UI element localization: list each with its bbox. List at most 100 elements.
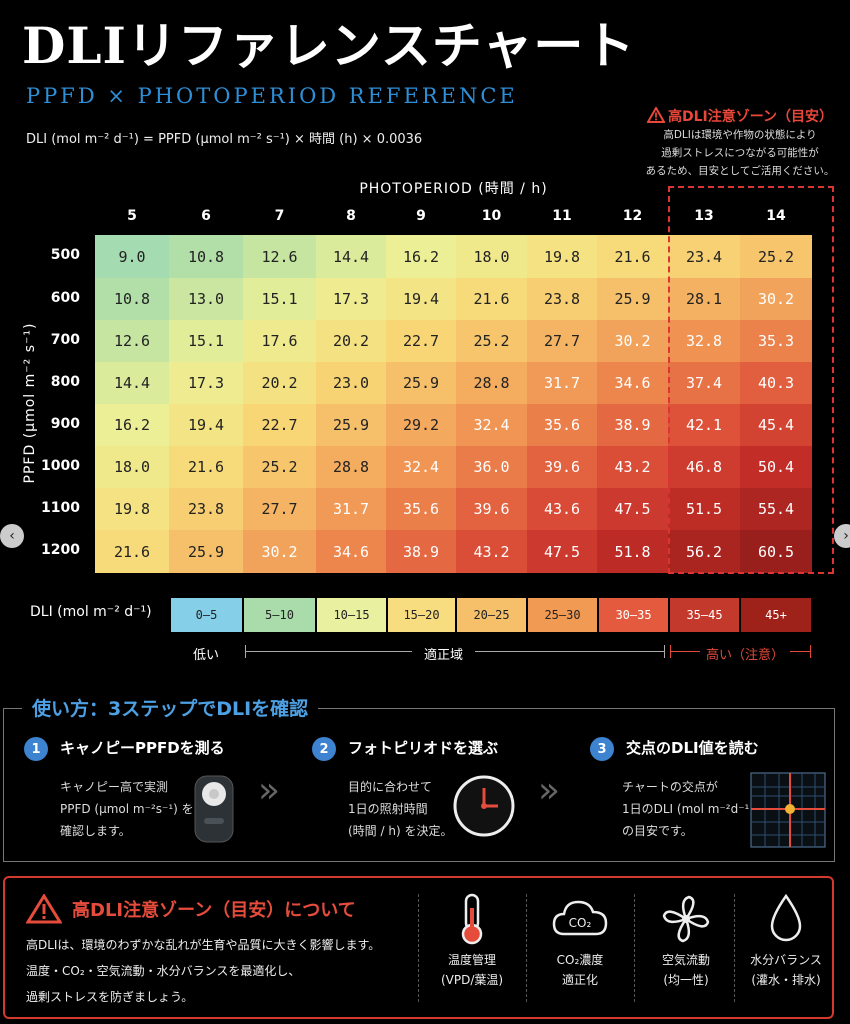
legend-high-label: 高い（注意） [700, 644, 791, 663]
heatmap-cell: 34.6 [597, 362, 668, 404]
heatmap-cell: 25.2 [243, 446, 316, 488]
svg-text:CO₂: CO₂ [569, 916, 592, 930]
heatmap-cell: 51.8 [597, 530, 668, 573]
heatmap-cell: 10.8 [95, 278, 169, 320]
ppfd-meter-icon [194, 775, 234, 843]
legend-bin: 25–30 [527, 597, 598, 633]
heatmap-cell: 39.6 [527, 446, 597, 488]
heatmap-cell: 21.6 [456, 278, 527, 320]
step-line: PPFD (μmol m⁻²s⁻¹) を [60, 802, 194, 816]
step-title: フォトピリオドを選ぶ [348, 739, 499, 757]
heatmap-cell: 28.8 [316, 446, 386, 488]
legend-title: DLI (mol m⁻² d⁻¹) [30, 604, 152, 620]
heatmap-cell: 22.7 [243, 404, 316, 446]
prev-arrow-button[interactable]: ‹ [0, 524, 24, 548]
y-tick-label: 900 [50, 416, 80, 432]
x-tick-label: 7 [274, 208, 285, 224]
high-dli-zone-outline [668, 186, 834, 574]
heatmap-cell: 12.6 [95, 320, 169, 362]
warning-note-line: 高DLIは環境や作物の状態により [663, 129, 817, 141]
legend-bin: 5–10 [243, 597, 316, 633]
chevron-double-right-icon: » [258, 770, 281, 811]
heatmap-cell: 40.3 [740, 362, 812, 404]
heatmap-cell: 19.4 [169, 404, 243, 446]
heatmap-cell: 25.9 [597, 278, 668, 320]
step-title: キャノピーPPFDを測る [60, 739, 225, 757]
step-line: チャートの交点が [622, 780, 718, 794]
heatmap-cell: 25.9 [386, 362, 456, 404]
heatmap-cell: 23.0 [316, 362, 386, 404]
heatmap-cell: 19.8 [527, 235, 597, 278]
heatmap-cell: 43.2 [456, 530, 527, 573]
heatmap-cell: 23.8 [169, 488, 243, 530]
chevron-right-icon: › [843, 528, 849, 544]
heatmap-cell: 32.4 [456, 404, 527, 446]
heatmap-cell: 37.4 [668, 362, 740, 404]
x-tick-label: 9 [416, 208, 426, 224]
legend-low-label: 低い [193, 648, 220, 663]
step-line: (時間 / h) を決定。 [348, 824, 453, 838]
page-subtitle: PPFD × PHOTOPERIOD REFERENCE [26, 84, 518, 108]
warning-note: 高DLI注意ゾーン（目安） 高DLIは環境や作物の状態により 過剰ストレスにつな… [640, 105, 840, 180]
heatmap-cell: 10.8 [169, 235, 243, 278]
warning-note-title: 高DLI注意ゾーン（目安） [640, 105, 840, 126]
heatmap-cell: 31.7 [316, 488, 386, 530]
step-number: 3 [590, 737, 614, 761]
legend-bin: 20–25 [456, 597, 527, 633]
heatmap-cell: 50.4 [740, 446, 812, 488]
thermometer-icon [461, 893, 483, 945]
caution-title: 高DLI注意ゾーン（目安）について [72, 900, 356, 921]
step-line: キャノピー高で実測 [60, 780, 169, 794]
x-tick-label: 13 [694, 208, 714, 224]
y-tick-label: 1100 [41, 500, 80, 516]
grid-intersection-icon [750, 772, 826, 848]
heatmap-cell: 23.8 [527, 278, 597, 320]
heatmap-cell: 56.2 [668, 530, 740, 573]
heatmap-cell: 21.6 [597, 235, 668, 278]
bracket-tick [245, 645, 246, 658]
next-arrow-button[interactable]: › [834, 524, 850, 548]
step-line: 1日のDLI (mol m⁻²d⁻¹) [622, 802, 755, 816]
heatmap-cell: 14.4 [95, 362, 169, 404]
x-tick-label: 11 [552, 208, 572, 224]
step-line: 目的に合わせて [348, 780, 433, 794]
caution-panel [3, 876, 834, 1019]
heatmap-cell: 9.0 [95, 235, 169, 278]
y-tick-label: 500 [50, 247, 80, 263]
x-tick-label: 8 [346, 208, 356, 224]
water-drop-icon [770, 893, 802, 942]
factor-water: 水分バランス (灌水・排水) [734, 892, 838, 990]
legend-bin: 30–35 [598, 597, 669, 633]
step-line: の目安です。 [622, 824, 693, 838]
factor-temperature: 温度管理 (VPD/葉温) [420, 892, 524, 990]
heatmap-cell: 46.8 [668, 446, 740, 488]
heatmap-cell: 27.7 [243, 488, 316, 530]
heatmap-cell: 30.2 [597, 320, 668, 362]
heatmap-cell: 19.8 [95, 488, 169, 530]
legend-bin: 45+ [740, 597, 812, 633]
heatmap-cell: 23.4 [668, 235, 740, 278]
heatmap-cell: 13.0 [169, 278, 243, 320]
legend-optimal-label: 適正域 [412, 644, 476, 663]
factor-airflow: 空気流動 (均一性) [634, 892, 738, 990]
heatmap-cell: 43.2 [597, 446, 668, 488]
heatmap-cell: 17.3 [169, 362, 243, 404]
caution-line: 温度・CO₂・空気流動・水分バランスを最適化し、 [26, 964, 301, 978]
step-title: 交点のDLI値を読む [626, 739, 759, 757]
heatmap-cell: 31.7 [527, 362, 597, 404]
legend-bin: 0–5 [170, 597, 243, 633]
caution-line: 高DLIは、環境のわずかな乱れが生育や品質に大きく影響します。 [26, 938, 381, 952]
heatmap-cell: 28.1 [668, 278, 740, 320]
heatmap-cell: 32.4 [386, 446, 456, 488]
legend-bin: 10–15 [316, 597, 387, 633]
heatmap-cell: 35.3 [740, 320, 812, 362]
heatmap-cell: 36.0 [456, 446, 527, 488]
heatmap-cell: 18.0 [95, 446, 169, 488]
how-to-panel [3, 708, 835, 862]
heatmap-cell: 25.2 [740, 235, 812, 278]
heatmap-cell: 35.6 [386, 488, 456, 530]
bracket-tick [664, 645, 665, 658]
y-tick-label: 600 [50, 290, 80, 306]
heatmap-cell: 38.9 [386, 530, 456, 573]
y-tick-label: 800 [50, 374, 80, 390]
